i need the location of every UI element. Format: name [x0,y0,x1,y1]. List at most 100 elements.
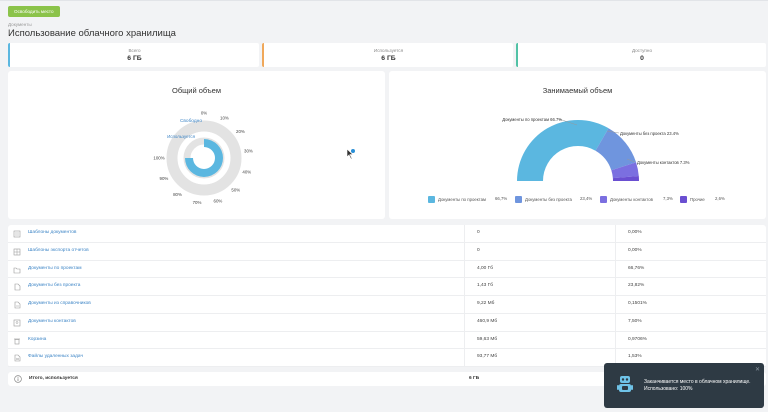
stat-total-value: 6 ГБ [127,55,142,62]
legend-label: Документы без проекта [525,197,572,202]
row-name-link[interactable]: Документы из справочников [28,301,91,306]
radial-tick-label: 50% [231,187,240,192]
row-name-link[interactable]: Корзина [28,336,47,342]
stat-used-value: 6 ГБ [381,55,396,62]
legend-swatch [680,196,687,204]
stat-used: Используется 6 ГБ [262,43,513,67]
radial-tick-label: 10% [220,115,229,120]
table-row: Документы контактов 460,9 Мб 7,50% [8,314,766,332]
row-name-link[interactable]: Документы по проектам [28,265,82,271]
used-volume-title: Занимаемый объем [542,86,613,95]
row-percent: 0,00% [628,247,642,253]
row-name-link[interactable]: Документы без проекта [28,283,81,289]
mouse-cursor [346,148,355,160]
row-percent: 7,50% [628,318,642,324]
row-size: 4,00 Гб [477,265,494,271]
legend-value-contacts: 7,3% [663,196,673,201]
total-label: Итого, используется [29,376,78,381]
donut-slice[interactable] [611,162,639,179]
radial-track-outer [166,120,242,196]
radial-tick-label: 80% [173,192,182,197]
storage-table: Шаблоны документов 0 0,00% Шаблоны экспорта… [8,225,766,367]
radial-tick-label: 90% [160,176,169,181]
legend-value-no-project: 23,4% [580,196,593,201]
legend-value-other: 2,6% [715,196,725,201]
row-name-link[interactable]: Файлы удаленных задач [28,354,83,360]
total-volume-chart: Свободно Используется 0% 10% 20% 30% 40% 50% 6… [153,111,253,205]
row-name-link[interactable]: Документы контактов [28,318,76,324]
legend-item-projects[interactable]: Документы по проектам [428,196,486,204]
radial-tick-label: 100% [153,156,164,161]
radial-tick-label: 30% [244,149,253,154]
radial-tick-label: 40% [242,169,251,174]
row-size: 1,43 Гб [477,283,494,289]
radial-used-bar [185,139,223,177]
info-icon [14,375,22,383]
radial-tick-label: 60% [214,198,223,203]
contact-document-icon [13,319,21,327]
stat-available-value: 0 [640,55,644,62]
export-template-icon [13,248,21,256]
total-size: 6 ГБ [469,376,480,381]
document-icon [14,283,21,291]
slice-label-no-project: Документы без проекта 23.4% [620,131,679,136]
stat-total-label: Всего [128,48,141,53]
table-row: Документы из справочников 9,22 Мб 0,1501% [8,296,766,314]
table-row: Шаблоны документов 0 0,00% [8,225,766,243]
row-size: 9,22 Мб [477,301,495,306]
row-percent: 23,82% [628,283,645,289]
table-row: Файлы удаленных задач 93,77 Мб 1,53% [8,349,766,367]
trash-icon [14,338,20,344]
slice-pointer-no-project [606,130,620,134]
legend-swatch [600,196,607,204]
storage-warning-toast: ✕ Заканчивается место в облачном хранили… [604,363,764,408]
donut-slice[interactable] [595,128,637,171]
legend-item-no-project[interactable]: Документы без проекта [515,196,572,204]
row-size: 0 [477,230,480,235]
radial-tick-label: 0% [201,111,207,116]
row-name-link[interactable]: Шаблоны экспорта отчетов [28,247,89,253]
legend-item-other[interactable]: Прочие [680,196,705,204]
deleted-tasks-icon [14,354,21,362]
table-row: Документы без проекта 1,43 Гб 23,82% [8,278,766,296]
toast-usage: Использовано: 100% [644,386,693,392]
free-space-button[interactable]: Освободить место [8,6,60,17]
radial-tick-labels: 0% 10% 20% 30% 40% 50% 60% 70% 80% 90% 100% [153,111,253,205]
donut-slice[interactable] [517,120,609,181]
reference-document-icon [14,301,21,309]
radial-tick-label: 70% [193,200,202,205]
legend-label: Документы по проектам [438,197,486,202]
row-size: 93,77 Мб [477,354,498,360]
legend-label: Документы контактов [610,197,653,202]
row-percent: 0,1501% [628,301,647,306]
top-border [0,0,768,1]
total-volume-title: Общий объем [172,86,221,95]
close-icon[interactable]: ✕ [754,367,760,373]
legend-swatch [515,196,522,204]
row-name-link[interactable]: Шаблоны документов [28,230,77,235]
legend-item-contacts[interactable]: Документы контактов [600,196,653,204]
row-percent: 0,00% [628,230,642,235]
table-row: Шаблоны экспорта отчетов 0 0,00% [8,243,766,261]
total-row: Итого, используется 6 ГБ [8,372,766,386]
slice-pointer-contacts [626,158,636,163]
row-size: 0 [477,247,480,253]
donut-slice[interactable] [612,176,639,181]
row-size: 460,9 Мб [477,318,498,324]
slice-label-projects: Документы по проектам 66.7% [502,117,562,122]
table-row: Корзина 59,63 Мб 0,9706% [8,332,766,350]
used-volume-card: Занимаемый объем Документы по проектам 6… [389,71,766,219]
stat-available-label: Доступно [631,48,653,53]
legend-swatch [428,196,435,204]
slice-label-contacts: Документы контактов 7.3% [637,160,690,165]
row-size: 59,63 Мб [477,336,498,342]
breadcrumb[interactable]: Документы [8,22,32,27]
legend-value-projects: 66,7% [495,196,508,201]
row-percent: 66,76% [628,265,645,271]
table-divider-2 [615,225,616,367]
document-template-icon [13,230,21,238]
legend-label: Прочие [690,197,705,202]
robot-icon [617,376,633,392]
table-row: Документы по проектам 4,00 Гб 66,76% [8,261,766,279]
row-percent: 0,9706% [628,336,647,342]
